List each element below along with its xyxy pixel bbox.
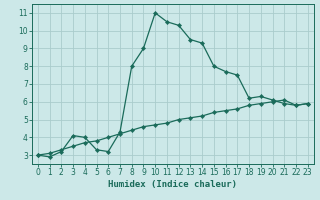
X-axis label: Humidex (Indice chaleur): Humidex (Indice chaleur) (108, 180, 237, 189)
